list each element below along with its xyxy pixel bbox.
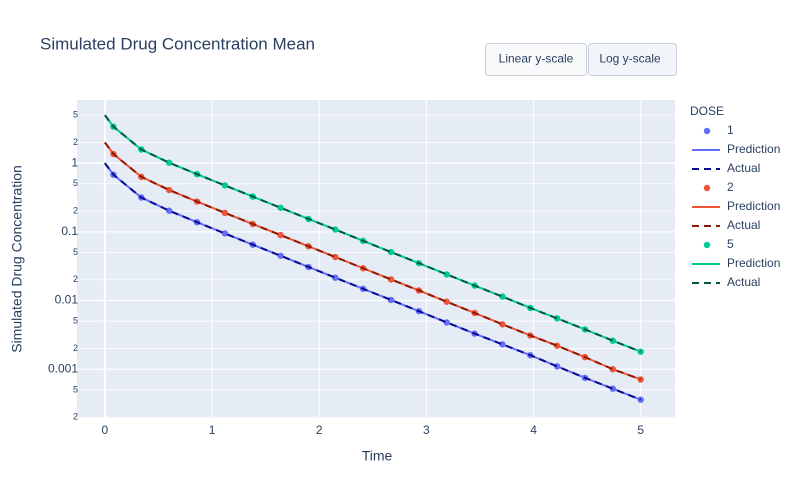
legend-symbol — [703, 127, 711, 135]
y-tick-label: 2 — [73, 274, 78, 284]
y-tick-label: 2 — [73, 412, 78, 422]
legend-label: 2 — [727, 180, 734, 194]
y-tick-label: 5 — [73, 384, 78, 394]
button-frame[interactable] — [485, 43, 587, 76]
legend-label: 1 — [727, 123, 734, 137]
y-tick-label: 5 — [73, 109, 78, 119]
y-tick-label: 0.01 — [55, 293, 79, 307]
x-tick-label: 1 — [209, 423, 216, 437]
legend-symbol — [703, 241, 711, 249]
y-tick-label: 5 — [73, 316, 78, 326]
y-tick-label: 1 — [71, 155, 78, 169]
actual-line — [104, 141, 642, 381]
legend-label: Prediction — [727, 256, 780, 270]
legend-label: Prediction — [727, 142, 780, 156]
x-tick-label: 2 — [316, 423, 323, 437]
y-tick-label: 5 — [73, 178, 78, 188]
x-tick-label: 0 — [102, 423, 109, 437]
y-tick-label: 2 — [73, 343, 78, 353]
legend-label: Actual — [727, 218, 760, 232]
button-label[interactable]: Linear y-scale — [499, 52, 574, 66]
x-axis-title: Time — [362, 448, 393, 464]
x-tick-label: 5 — [637, 423, 644, 437]
y-axis-title: Simulated Drug Concentration — [9, 165, 25, 353]
legend-label: Actual — [727, 161, 760, 175]
legend-symbol — [703, 184, 711, 192]
y-tick-label: 5 — [73, 247, 78, 257]
y-tick-label: 2 — [73, 206, 78, 216]
actual-line — [104, 114, 642, 353]
log-button[interactable]: Log y-scale — [588, 43, 677, 76]
legend-label: Prediction — [727, 199, 780, 213]
linear-button[interactable]: Linear y-scale — [485, 43, 587, 76]
button-label[interactable]: Log y-scale — [599, 52, 661, 66]
plot-area — [77, 100, 675, 418]
y-tick-label: 2 — [73, 137, 78, 147]
button-frame[interactable] — [588, 43, 677, 76]
chart-title: Simulated Drug Concentration Mean — [40, 34, 315, 53]
legend-label: 5 — [727, 237, 734, 251]
y-tick-label: 0.1 — [61, 224, 78, 238]
y-tick-label: 0.001 — [48, 361, 78, 375]
x-tick-label: 4 — [530, 423, 537, 437]
x-tick-label: 3 — [423, 423, 430, 437]
legend-title: DOSE — [690, 104, 724, 118]
actual-line — [104, 162, 642, 401]
legend-label: Actual — [727, 275, 760, 289]
